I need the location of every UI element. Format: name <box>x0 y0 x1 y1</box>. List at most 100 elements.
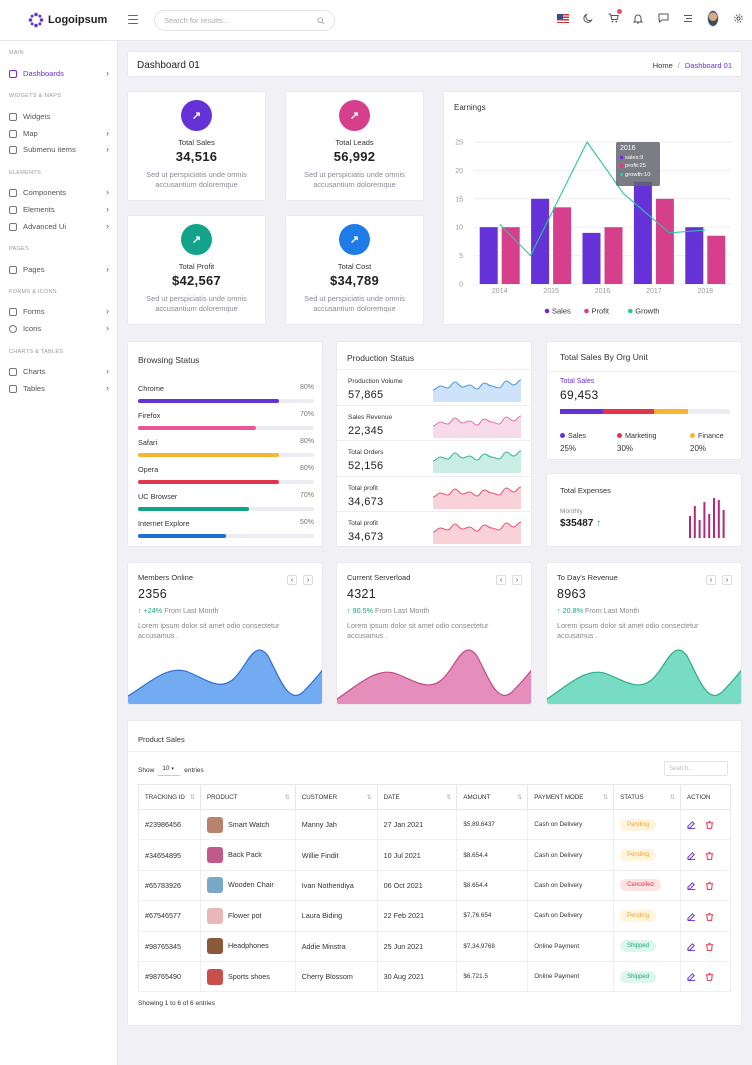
sidebar-item-dashboards[interactable]: Dashboards › <box>9 67 109 80</box>
sidebar-item-submenu[interactable]: Submenu items › <box>9 143 109 156</box>
delete-trash-icon[interactable] <box>705 881 714 891</box>
column-header[interactable]: DATE ⇅ <box>376 784 458 810</box>
sidebar-item-label: Pages <box>23 265 45 274</box>
tooltip-line: growth:10 <box>620 171 656 180</box>
kpi-value: $34,789 <box>329 273 380 288</box>
delete-trash-icon[interactable] <box>705 972 714 982</box>
table-row[interactable]: #98765345 Headphones Addie Minstra 25 Jun 2… <box>138 930 731 962</box>
delete-trash-icon[interactable] <box>705 851 714 860</box>
sidebar-item-icons[interactable]: Icons › <box>9 322 109 335</box>
sidebar-item-widgets[interactable]: Widgets <box>9 110 109 123</box>
status-badge: Pending <box>620 849 657 862</box>
tooltip-line: sales:9 <box>620 154 656 163</box>
browser-percent: 80% <box>299 465 314 472</box>
legend-label[interactable]: Profit <box>592 307 610 316</box>
table-row[interactable]: #98765490 Sports shoes Cherry Blossom 30 Au… <box>138 960 731 993</box>
sidebar-item-charts[interactable]: Charts › <box>9 365 109 378</box>
table-row[interactable]: #65783926 Wooden Chair Ivan Notheridiya 06 … <box>138 869 731 902</box>
legend-label[interactable]: Sales <box>552 307 571 316</box>
map-icon <box>9 129 17 138</box>
edit-icon[interactable] <box>687 820 696 830</box>
table-row[interactable]: #34654895 Back Pack Willie Findit 10 Jul 20… <box>138 839 731 871</box>
profit-bar[interactable] <box>707 235 726 284</box>
edit-icon[interactable] <box>687 851 696 860</box>
column-header[interactable]: ACTION <box>680 784 731 810</box>
edit-icon[interactable] <box>687 972 696 982</box>
y-tick-label: 15 <box>455 196 463 203</box>
sales-bar[interactable] <box>531 198 550 284</box>
next-chevron-icon[interactable]: › <box>512 575 522 585</box>
status-badge: Shipped <box>620 940 657 953</box>
edit-icon[interactable] <box>687 881 696 891</box>
messages-chat-icon[interactable] <box>657 12 669 24</box>
arrow-up-icon: ↑ <box>557 606 561 615</box>
date: 06 Oct 2021 <box>376 869 458 902</box>
prev-chevron-icon[interactable]: ‹ <box>287 575 297 585</box>
entries-select[interactable]: 10 ▾ <box>158 765 181 776</box>
trend-up-icon: ↗ <box>181 224 212 255</box>
edit-icon[interactable] <box>687 942 696 952</box>
delete-trash-icon[interactable] <box>705 942 714 951</box>
profit-bar[interactable] <box>655 198 674 284</box>
logo[interactable]: Logoipsum <box>28 12 107 28</box>
top-header: Logoipsum Search for results... <box>0 0 752 41</box>
language-flag-icon[interactable] <box>557 12 569 24</box>
column-header[interactable]: CUSTOMER ⇅ <box>294 784 378 810</box>
sidebar-item-elements[interactable]: Elements › <box>9 203 109 216</box>
sidebar-item-pages[interactable]: Pages › <box>9 263 109 276</box>
breadcrumb-home[interactable]: Home <box>652 61 673 70</box>
column-header[interactable]: PAYMENT MODE ⇅ <box>527 784 615 810</box>
metric-value: 4321 <box>347 587 377 601</box>
table-row[interactable]: #67546577 Flower pot Laura Biding 22 Feb 20… <box>138 900 731 932</box>
cart-icon[interactable] <box>607 9 622 24</box>
sidebar-item-label: Elements <box>23 205 55 214</box>
column-header[interactable]: STATUS ⇅ <box>613 784 682 810</box>
user-avatar[interactable] <box>707 9 719 27</box>
status-cell: Shipped <box>613 960 682 993</box>
metric-title: Current Serverload <box>347 573 411 582</box>
sales-bar[interactable] <box>685 227 704 284</box>
legend-marker <box>628 308 633 314</box>
sidebar-section-widgets: WIDGETS & MAPS <box>9 93 62 99</box>
table-search-input[interactable]: Search... <box>664 761 728 776</box>
prev-chevron-icon[interactable]: ‹ <box>706 575 716 585</box>
expense-bar <box>708 514 711 538</box>
sidebar-item-advanced-ui[interactable]: Advanced Ui › <box>9 220 109 233</box>
sales-bar[interactable] <box>633 181 652 284</box>
sales-bar[interactable] <box>479 227 498 284</box>
delete-trash-icon[interactable] <box>705 912 714 921</box>
y-tick-label: 10 <box>455 225 463 232</box>
next-chevron-icon[interactable]: › <box>722 575 732 585</box>
prev-chevron-icon[interactable]: ‹ <box>496 575 506 585</box>
breadcrumb-current: Dashboard 01 <box>684 61 732 70</box>
profit-bar[interactable] <box>604 227 623 284</box>
sales-bar[interactable] <box>582 232 601 284</box>
legend-label[interactable]: Growth <box>635 307 659 316</box>
column-header[interactable]: TRACKING ID ⇅ <box>138 784 201 810</box>
current-serverload-card: Current Serverload ‹ › 4321 ↑ 90.5% From… <box>336 562 532 705</box>
menu-toggle-icon[interactable] <box>128 15 138 24</box>
column-header[interactable]: PRODUCT ⇅ <box>199 784 296 810</box>
tracking-id: #34654895 <box>138 839 201 871</box>
table-row[interactable]: #23986456 Smart Watch Manny Jah 27 Jan 2021… <box>138 808 731 841</box>
profit-bar[interactable] <box>553 207 572 284</box>
profit-bar[interactable] <box>501 227 520 284</box>
dark-mode-moon-icon[interactable] <box>582 12 594 24</box>
sidebar-item-components[interactable]: Components › <box>9 186 109 199</box>
expenses-value: $35487 ↑ <box>560 518 602 529</box>
search-input[interactable]: Search for results... <box>154 10 335 31</box>
date: 30 Aug 2021 <box>376 960 458 993</box>
notifications-bell-icon[interactable] <box>632 12 644 24</box>
apps-menu-icon[interactable] <box>682 12 694 24</box>
sort-icon: ⇅ <box>284 795 290 801</box>
delete-trash-icon[interactable] <box>705 820 714 830</box>
status-cell: Cancelled <box>613 869 682 902</box>
sidebar-item-forms[interactable]: Forms › <box>9 305 109 318</box>
settings-gear-icon[interactable] <box>732 12 744 24</box>
column-header[interactable]: AMOUNT ⇅ <box>456 784 529 810</box>
edit-icon[interactable] <box>687 912 696 921</box>
next-chevron-icon[interactable]: › <box>303 575 313 585</box>
sidebar-item-map[interactable]: Map › <box>9 127 109 140</box>
sidebar-item-tables[interactable]: Tables › <box>9 382 109 395</box>
chevron-right-icon: › <box>106 383 109 393</box>
